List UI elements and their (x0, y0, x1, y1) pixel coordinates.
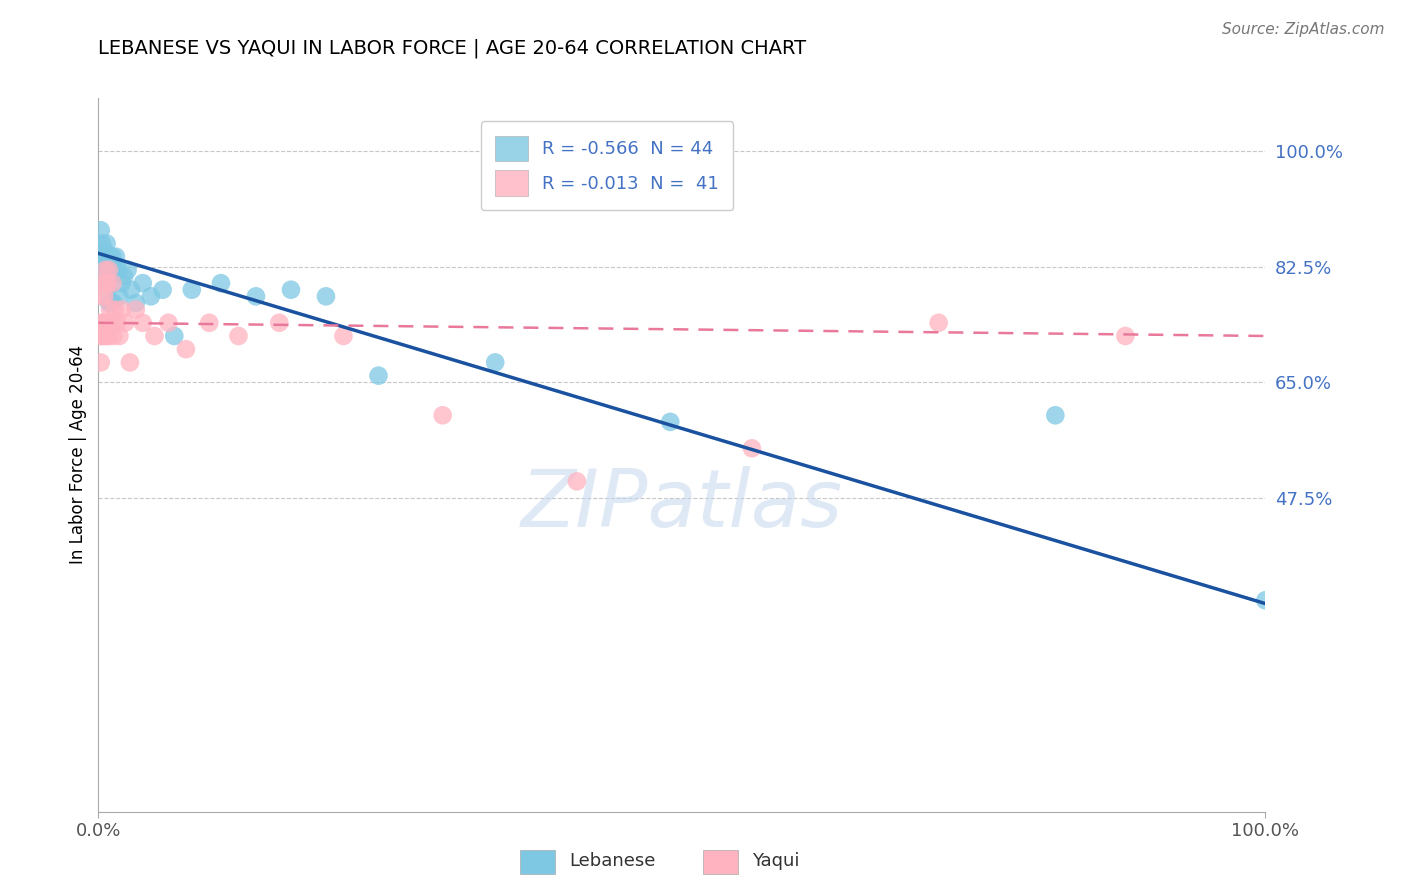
Point (103, 263, 125, 277)
Point (90, 355, 112, 369)
Point (565, 475, 588, 489)
Point (97, 256, 120, 270)
Point (103, 296, 125, 310)
Point (741, 442, 763, 456)
Point (1114, 329, 1136, 343)
Point (125, 302, 148, 317)
Point (315, 289, 337, 303)
Point (89, 250, 111, 264)
Point (152, 283, 174, 297)
Point (93, 329, 115, 343)
Point (90, 329, 112, 343)
Point (98, 302, 121, 317)
Point (90, 289, 112, 303)
Point (104, 250, 127, 264)
Point (93, 256, 115, 270)
Point (96, 276, 118, 290)
Text: LEBANESE VS YAQUI IN LABOR FORCE | AGE 20-64 CORRELATION CHART: LEBANESE VS YAQUI IN LABOR FORCE | AGE 2… (98, 38, 807, 58)
Point (132, 276, 155, 290)
Point (94, 263, 117, 277)
FancyBboxPatch shape (703, 849, 738, 874)
Text: Lebanese: Lebanese (569, 852, 655, 870)
Point (96, 276, 118, 290)
Point (94, 250, 117, 264)
Point (108, 289, 131, 303)
Point (111, 302, 134, 317)
FancyBboxPatch shape (520, 849, 555, 874)
Point (100, 296, 122, 310)
Point (114, 316, 136, 330)
Point (174, 342, 197, 356)
Point (97, 316, 120, 330)
Point (209, 276, 232, 290)
Point (97, 256, 120, 270)
Point (118, 355, 141, 369)
Point (100, 269, 122, 284)
Point (1045, 409, 1067, 423)
Text: ZIPatlas: ZIPatlas (520, 466, 844, 544)
Point (245, 289, 267, 303)
Point (659, 415, 682, 429)
Point (103, 329, 125, 343)
Legend: R = -0.566  N = 44, R = -0.013  N =  41: R = -0.566 N = 44, R = -0.013 N = 41 (481, 121, 734, 211)
Point (125, 296, 148, 310)
Point (91, 276, 114, 290)
Point (107, 263, 129, 277)
Text: Source: ZipAtlas.com: Source: ZipAtlas.com (1222, 22, 1385, 37)
Point (367, 368, 389, 383)
Point (101, 276, 124, 290)
Point (93, 243, 115, 257)
Point (97, 329, 120, 343)
Point (132, 316, 155, 330)
Point (104, 302, 127, 317)
Point (484, 355, 506, 369)
Point (90, 236, 112, 251)
Point (100, 316, 122, 330)
Point (89, 329, 111, 343)
Point (91, 316, 114, 330)
Point (120, 283, 142, 297)
Point (97, 263, 120, 277)
Point (112, 269, 135, 284)
Point (96, 329, 118, 343)
Point (332, 329, 354, 343)
Point (157, 316, 180, 330)
Point (104, 263, 127, 277)
Point (928, 316, 950, 330)
Point (143, 329, 166, 343)
Point (101, 250, 124, 264)
Point (96, 236, 118, 251)
Y-axis label: In Labor Force | Age 20-64: In Labor Force | Age 20-64 (69, 345, 87, 565)
Point (108, 329, 131, 343)
Point (1254, 593, 1277, 607)
Point (163, 329, 186, 343)
Point (98, 250, 121, 264)
Point (432, 409, 454, 423)
Point (269, 316, 291, 330)
Point (93, 289, 115, 303)
Text: Yaqui: Yaqui (752, 852, 800, 870)
Point (97, 283, 120, 297)
Point (117, 263, 139, 277)
Point (90, 263, 112, 277)
Point (105, 316, 128, 330)
Point (97, 276, 120, 290)
Point (280, 283, 302, 297)
Point (94, 316, 117, 330)
Point (228, 329, 250, 343)
Point (90, 223, 112, 237)
Point (139, 289, 162, 303)
Point (111, 276, 134, 290)
Point (90, 316, 112, 330)
Point (198, 316, 221, 330)
Point (94, 263, 117, 277)
Point (180, 283, 202, 297)
Point (91, 276, 114, 290)
Point (97, 296, 120, 310)
